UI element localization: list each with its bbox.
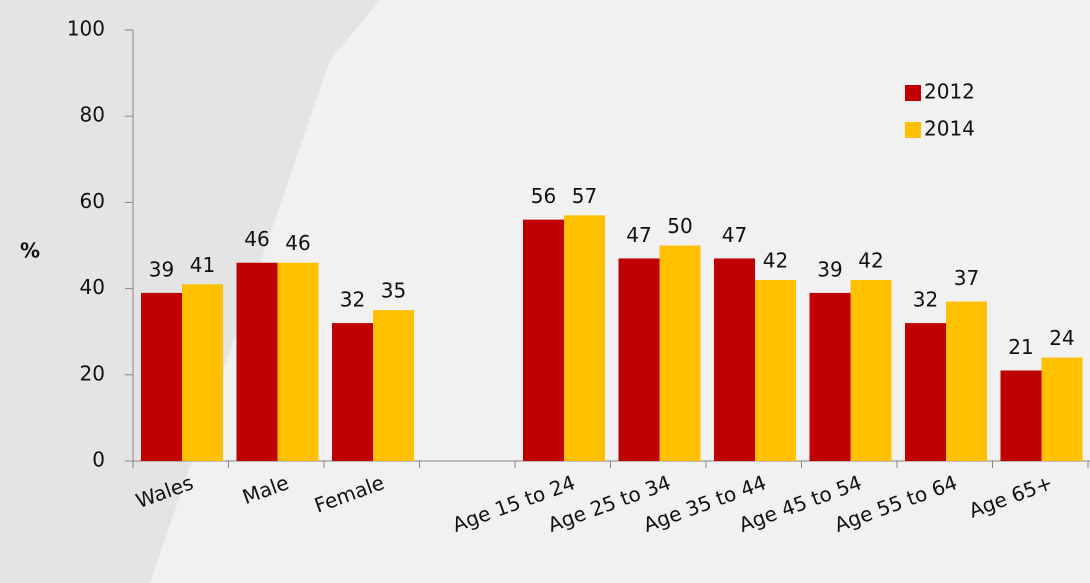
bar — [755, 279, 796, 461]
bar — [946, 301, 987, 461]
bar — [332, 323, 373, 461]
value-label: 35 — [381, 279, 406, 303]
y-tick-label: 20 — [80, 361, 105, 385]
bar — [373, 310, 414, 461]
y-tick-label: 0 — [92, 448, 105, 472]
bar — [1000, 370, 1042, 461]
bar — [714, 258, 755, 461]
legend-swatch — [905, 122, 921, 138]
bar — [564, 215, 605, 461]
value-label: 21 — [1008, 335, 1033, 359]
y-tick-label: 60 — [80, 189, 105, 213]
value-label: 46 — [285, 231, 310, 255]
bar — [850, 279, 892, 461]
legend-label: 2014 — [924, 117, 975, 141]
value-label: 50 — [667, 214, 692, 238]
bar — [659, 245, 701, 461]
bar — [1041, 357, 1083, 461]
bar — [618, 258, 660, 461]
value-label: 39 — [817, 257, 842, 281]
bar — [141, 292, 182, 461]
bar — [523, 219, 564, 461]
legend-swatch — [905, 85, 921, 101]
bar — [182, 284, 223, 461]
y-tick-label: 100 — [67, 17, 105, 41]
value-label: 37 — [954, 266, 979, 290]
value-label: 56 — [531, 184, 556, 208]
value-label: 47 — [722, 223, 747, 247]
bar — [277, 262, 319, 461]
value-label: 41 — [190, 253, 215, 277]
y-axis-label: % — [20, 239, 40, 263]
value-label: 32 — [340, 288, 365, 312]
value-label: 42 — [763, 248, 788, 272]
value-label: 42 — [858, 248, 883, 272]
bar — [905, 323, 946, 461]
value-label: 24 — [1049, 326, 1074, 350]
value-label: 46 — [244, 227, 269, 251]
value-label: 47 — [626, 223, 651, 247]
y-tick-label: 80 — [80, 103, 105, 127]
bar — [236, 262, 278, 461]
legend-label: 2012 — [924, 80, 975, 104]
y-tick-label: 40 — [80, 275, 105, 299]
value-label: 57 — [572, 184, 597, 208]
value-label: 39 — [149, 257, 174, 281]
bar — [809, 292, 851, 461]
value-label: 32 — [913, 288, 938, 312]
